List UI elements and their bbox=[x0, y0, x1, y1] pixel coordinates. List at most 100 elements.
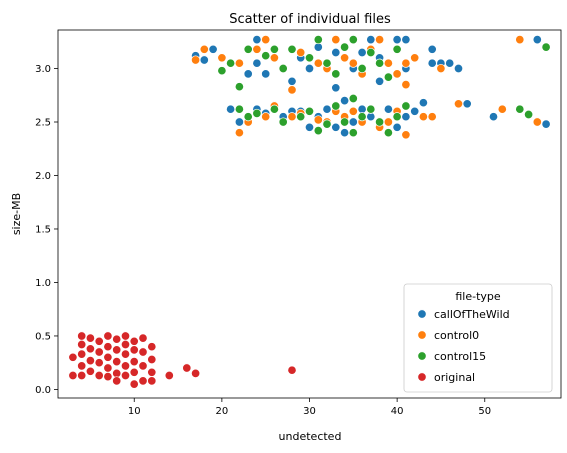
y-axis: 0.0 0.5 1.0 1.5 2.0 2.5 3.0 bbox=[35, 64, 58, 396]
point-control0-40 bbox=[410, 53, 420, 63]
point-control15-40 bbox=[541, 42, 551, 52]
point-original-38 bbox=[138, 376, 148, 386]
point-callOfTheWild-21 bbox=[313, 42, 323, 52]
legend-label-callOfTheWild: callOfTheWild bbox=[434, 308, 510, 321]
point-original-31 bbox=[129, 345, 139, 355]
y-tick-label-1: 0.5 bbox=[35, 331, 51, 342]
point-control15-9 bbox=[269, 104, 279, 114]
point-original-40 bbox=[147, 354, 157, 365]
point-original-27 bbox=[120, 349, 131, 359]
legend-marker-control15 bbox=[417, 351, 427, 361]
point-callOfTheWild-32 bbox=[357, 104, 367, 114]
point-original-36 bbox=[138, 347, 148, 357]
point-control0-45 bbox=[497, 104, 507, 114]
point-original-37 bbox=[138, 361, 148, 371]
point-control15-15 bbox=[304, 53, 315, 63]
point-control15-6 bbox=[252, 108, 262, 118]
point-original-12 bbox=[94, 347, 104, 357]
point-original-25 bbox=[120, 331, 131, 341]
x-tick-label-10: 10 bbox=[128, 406, 141, 417]
point-callOfTheWild-34 bbox=[366, 35, 376, 45]
point-control0-25 bbox=[348, 106, 358, 116]
point-control0-37 bbox=[401, 130, 411, 140]
point-control15-34 bbox=[383, 72, 393, 82]
point-original-41 bbox=[147, 367, 157, 377]
point-original-46 bbox=[287, 365, 297, 375]
point-original-4 bbox=[77, 349, 87, 359]
point-original-17 bbox=[103, 352, 113, 362]
point-control15-21 bbox=[331, 101, 341, 111]
point-original-14 bbox=[94, 370, 104, 381]
point-callOfTheWild-5 bbox=[243, 69, 253, 79]
point-original-7 bbox=[85, 333, 95, 343]
point-control15-17 bbox=[313, 35, 323, 45]
point-callOfTheWild-18 bbox=[304, 122, 315, 132]
point-control0-2 bbox=[217, 53, 227, 63]
point-control15-16 bbox=[313, 126, 323, 136]
point-control0-9 bbox=[269, 53, 279, 63]
point-original-13 bbox=[94, 358, 104, 368]
point-control15-2 bbox=[234, 82, 244, 92]
point-control0-41 bbox=[418, 112, 428, 122]
point-control15-10 bbox=[278, 63, 288, 74]
point-control0-1 bbox=[199, 44, 209, 54]
point-original-18 bbox=[103, 363, 113, 373]
point-callOfTheWild-56 bbox=[541, 119, 551, 129]
point-control15-39 bbox=[524, 109, 534, 120]
point-callOfTheWild-28 bbox=[340, 96, 350, 106]
point-callOfTheWild-45 bbox=[410, 106, 420, 116]
point-control15-5 bbox=[243, 112, 253, 122]
point-control0-0 bbox=[191, 55, 201, 65]
x-tick-label-20: 20 bbox=[216, 406, 229, 417]
point-original-20 bbox=[112, 334, 122, 344]
point-original-32 bbox=[129, 357, 139, 367]
point-control15-12 bbox=[287, 44, 297, 54]
point-callOfTheWild-40 bbox=[392, 122, 402, 132]
legend-label-control15: control15 bbox=[434, 350, 486, 363]
point-callOfTheWild-11 bbox=[261, 69, 271, 79]
point-control15-20 bbox=[331, 69, 341, 79]
y-tick-label-5: 2.5 bbox=[35, 118, 51, 129]
point-control0-18 bbox=[313, 115, 323, 125]
point-control15-30 bbox=[366, 47, 376, 58]
point-callOfTheWild-26 bbox=[331, 83, 341, 93]
point-control15-27 bbox=[357, 112, 367, 122]
y-tick-label-2: 1.0 bbox=[35, 278, 51, 289]
legend-box bbox=[403, 283, 553, 393]
point-control0-12 bbox=[287, 85, 297, 95]
point-callOfTheWild-39 bbox=[383, 104, 393, 114]
point-control0-35 bbox=[392, 69, 402, 79]
legend-marker-original bbox=[417, 372, 427, 382]
y-axis-label: size-MB bbox=[10, 193, 23, 235]
point-original-8 bbox=[85, 344, 95, 354]
point-control15-36 bbox=[392, 44, 402, 54]
point-original-39 bbox=[147, 342, 157, 352]
point-original-9 bbox=[85, 356, 95, 366]
point-callOfTheWild-31 bbox=[348, 117, 358, 127]
point-control15-22 bbox=[340, 42, 350, 52]
point-control15-24 bbox=[348, 93, 358, 104]
x-tick-label-50: 50 bbox=[478, 406, 491, 417]
point-control0-13 bbox=[287, 112, 297, 122]
point-callOfTheWild-7 bbox=[252, 35, 262, 45]
legend-label-control0: control0 bbox=[434, 329, 479, 342]
point-original-3 bbox=[77, 339, 87, 350]
y-tick-label-0: 0.0 bbox=[35, 385, 51, 396]
x-tick-label-40: 40 bbox=[391, 406, 404, 417]
point-control0-17 bbox=[313, 58, 323, 68]
point-original-44 bbox=[182, 363, 192, 373]
point-callOfTheWild-49 bbox=[427, 44, 437, 54]
point-callOfTheWild-14 bbox=[287, 76, 297, 86]
legend-marker-callOfTheWild bbox=[417, 309, 427, 319]
point-callOfTheWild-22 bbox=[322, 104, 332, 114]
point-callOfTheWild-51 bbox=[445, 58, 455, 68]
point-control15-35 bbox=[392, 112, 402, 122]
point-control15-26 bbox=[348, 128, 358, 138]
chart-title: Scatter of individual files bbox=[229, 12, 391, 27]
point-control0-33 bbox=[383, 117, 393, 127]
point-original-2 bbox=[77, 331, 87, 341]
point-callOfTheWild-1 bbox=[199, 55, 209, 65]
point-control15-33 bbox=[383, 128, 393, 138]
point-control15-31 bbox=[375, 117, 385, 127]
